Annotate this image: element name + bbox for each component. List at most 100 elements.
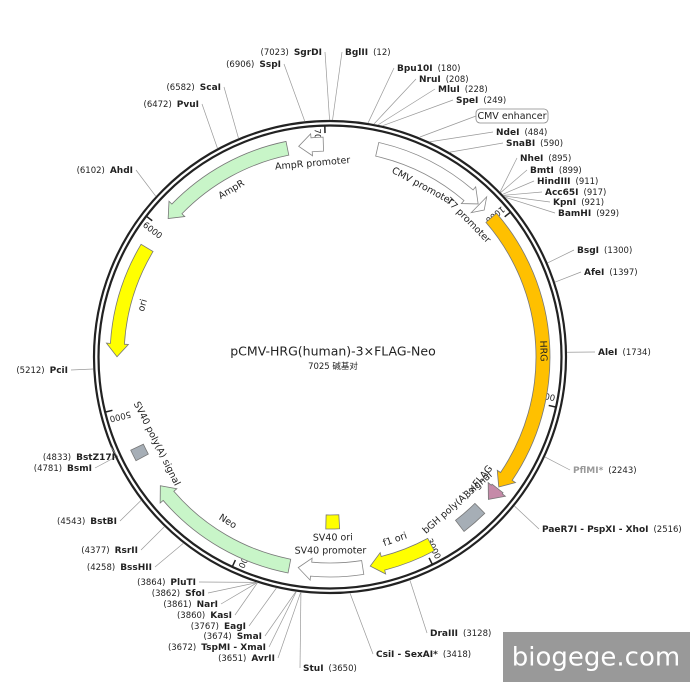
site-leader [140,526,165,551]
site-position: (7023) [261,48,289,58]
site-leader [367,67,395,124]
tick-mark [231,559,237,567]
site-label: AfeI (1397) [584,268,638,278]
site-label: AleI (1734) [598,348,651,358]
site-position: (484) [524,128,547,138]
site-name: SmaI [237,632,262,642]
site-label: (6582) ScaI [166,83,221,93]
site-position: (921) [581,198,604,208]
site-name: EagI [224,622,246,632]
site-label: BmtI (899) [530,166,582,176]
tick-mark [428,557,433,565]
site-name: KasI [210,611,232,621]
site-position: (4781) [34,464,62,474]
site-leader [299,592,302,669]
site-label: (4258) BssHII [87,563,152,573]
site-name: PciI [50,366,68,376]
site-name: PaeR7I - PspXI - XhoI [542,525,648,535]
site-label: (3767) EagI [191,622,246,632]
site-leader [503,191,543,196]
site-name: PflMI* [573,466,604,476]
site-label: NdeI (484) [496,128,547,138]
site-leader [234,582,258,616]
site-leader [499,157,518,193]
site-label: Acc65I (917) [545,188,606,198]
feature-label: SV40 promoter [295,545,367,556]
site-label: CsiI - SexAI* (3418) [376,650,471,660]
site-leader [377,88,436,126]
site-leader [332,51,343,121]
site-leader [349,593,374,655]
site-label: BsgI (1300) [577,246,632,256]
site-label: HindIII (911) [537,177,598,187]
site-label: (6102) AhdI [77,166,133,176]
plasmid-size: 7025 碱基对 [308,361,358,372]
site-position: (3864) [137,578,165,588]
site-position: (1300) [604,246,632,256]
site-leader [248,587,277,627]
site-position: (6582) [166,83,194,93]
site-leader [547,249,575,264]
site-name: BsmI [67,464,92,474]
feature-label: ori [136,298,150,313]
site-position: (4258) [87,563,115,573]
site-name: BstBI [90,517,117,527]
site-position: (4377) [81,546,109,556]
site-position: (12) [373,48,390,58]
site-name: SspI [259,60,281,70]
site-name: BssHII [120,563,152,573]
site-leader [110,446,119,458]
site-label: DraIII (3128) [430,629,491,639]
site-leader [544,456,571,471]
length-unit: 碱基对 [332,361,358,372]
site-position: (3767) [191,622,219,632]
site-leader [554,271,582,283]
site-position: (3650) [329,664,357,674]
site-name: NdeI [496,128,519,138]
site-leader [382,99,454,127]
site-leader [135,169,157,197]
site-label: (6472) PvuI [144,100,199,110]
site-name: SpeI [456,96,478,106]
site-leader [429,131,494,143]
site-name: SnaBI [506,139,535,149]
site-position: (3860) [177,611,205,621]
tick-mark [146,215,153,222]
feature-arrow [325,514,341,530]
site-leader [504,196,556,214]
site-position: (4833) [43,453,71,463]
site-name: AhdI [110,166,133,176]
site-label: (3674) SmaI [203,632,262,642]
site-leader [154,542,184,568]
site-position: (3862) [152,589,180,599]
callout-label: CMV enhancer [477,111,546,122]
site-label: PflMI* (2243) [573,466,637,476]
site-label: KpnI (921) [553,198,604,208]
tick-label: 5000 [108,409,131,424]
site-name: NarI [197,600,218,610]
backbone-outer [92,119,568,595]
site-position: (911) [576,177,599,187]
site-position: (180) [438,64,461,74]
site-label: BamHI (929) [558,209,619,219]
site-name: TspMI - XmaI [201,643,266,653]
site-position: (208) [446,75,469,85]
site-position: (1397) [609,268,637,278]
site-label: (4543) BstBI [57,517,117,527]
site-name: PluTI [170,578,196,588]
site-name: BsgI [577,246,599,256]
backbone-inner [97,124,563,590]
site-label: (3864) PluTI [137,578,196,588]
site-name: AfeI [584,268,604,278]
feature-arrow [298,132,324,157]
site-leader [277,592,302,659]
site-position: (590) [540,139,563,149]
site-leader [207,582,258,594]
site-name: BmtI [530,166,554,176]
site-position: (1734) [623,348,651,358]
callout-line [419,115,477,138]
site-name: ScaI [200,83,221,93]
site-name: NruI [419,75,441,85]
site-position: (2516) [653,525,681,535]
site-position: (3861) [163,600,191,610]
